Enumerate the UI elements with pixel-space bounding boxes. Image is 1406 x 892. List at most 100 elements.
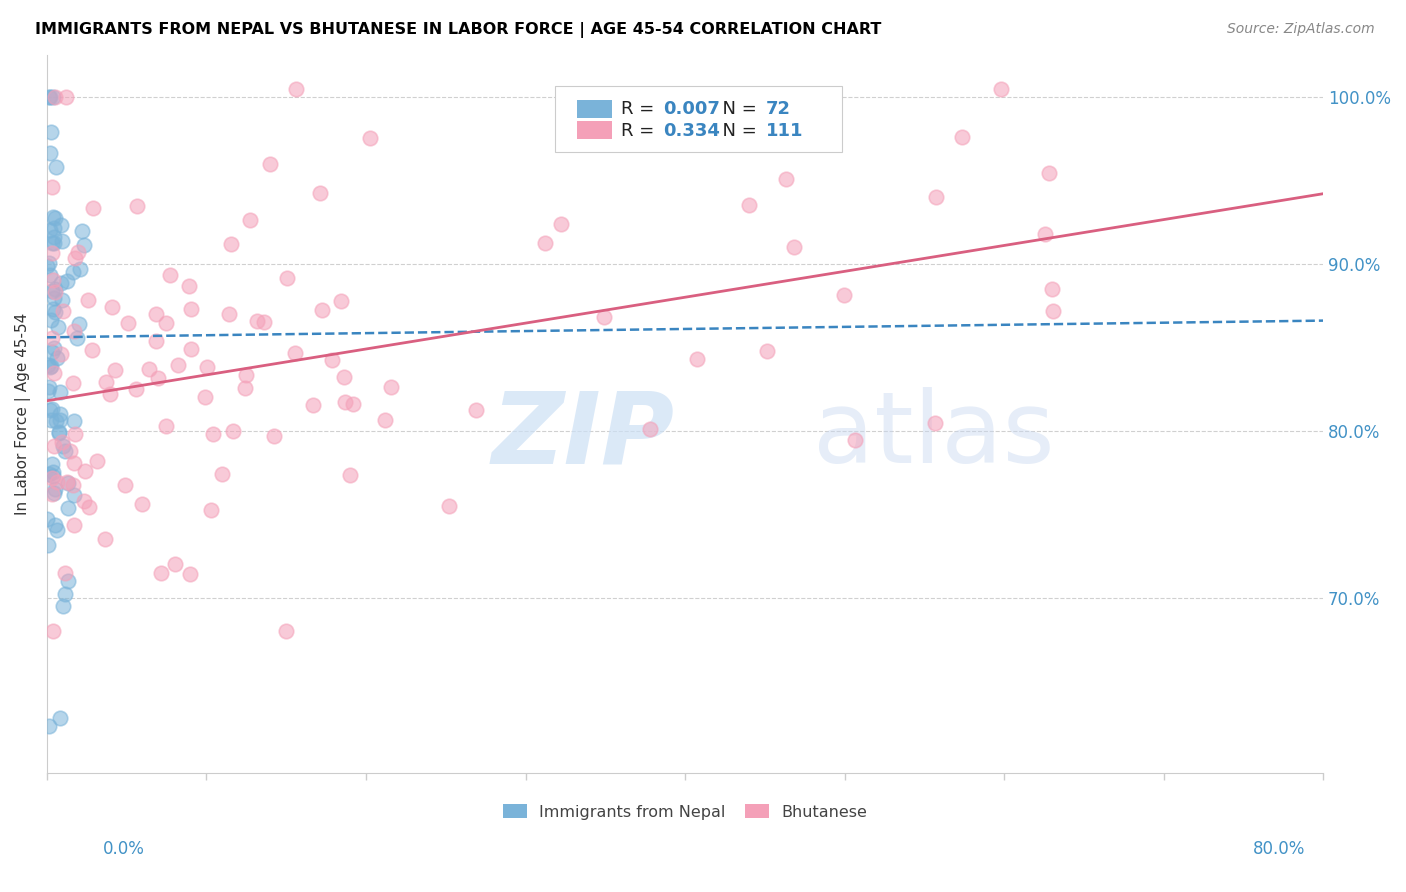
Point (66, 244, 89, 259)
Point (42, 624, 65, 639)
Text: R =: R = (621, 100, 661, 118)
Point (1038, 166, 1060, 180)
Point (925, 190, 948, 204)
Point (44, 482, 66, 496)
Point (53, 444, 76, 458)
Point (51, 435, 73, 450)
Point (259, 156, 281, 170)
Text: 111: 111 (765, 121, 803, 139)
Point (56, 476, 79, 491)
Point (42, 291, 65, 305)
Point (550, 217, 572, 231)
Point (44, 517, 66, 532)
Point (37, 384, 59, 398)
Text: 0.007: 0.007 (664, 100, 720, 118)
Point (41, 236, 63, 251)
Point (167, 359, 190, 373)
Point (37, 538, 59, 552)
Point (332, 369, 354, 384)
Point (86, 453, 108, 467)
Point (51, 347, 73, 361)
Point (117, 316, 139, 330)
Point (42, 301, 65, 316)
Point (37, 358, 59, 372)
Point (49, 413, 72, 427)
Point (195, 359, 218, 374)
FancyBboxPatch shape (576, 121, 613, 139)
Point (63, 427, 86, 442)
Point (45, 160, 67, 174)
Point (52, 599, 75, 614)
Point (39, 312, 62, 326)
Point (73, 238, 96, 252)
Point (38, 145, 60, 160)
Point (38, 719, 60, 733)
Point (55, 90, 77, 104)
Point (37, 511, 59, 525)
Point (42, 235, 65, 250)
Point (48, 385, 70, 400)
Point (235, 368, 257, 383)
Point (38, 467, 60, 481)
Point (42, 486, 65, 500)
Point (832, 287, 855, 301)
Point (67, 318, 90, 332)
Point (39, 268, 62, 283)
Point (39, 403, 62, 417)
Point (44, 211, 66, 226)
Text: 80.0%: 80.0% (1253, 840, 1305, 858)
Point (42, 210, 65, 224)
Point (321, 352, 343, 367)
Point (38, 380, 60, 394)
Text: ZIP: ZIP (492, 387, 675, 484)
Y-axis label: In Labor Force | Age 45-54: In Labor Force | Age 45-54 (15, 313, 31, 516)
Point (42, 465, 65, 479)
Point (51, 234, 73, 248)
Point (145, 334, 167, 348)
Point (145, 307, 167, 321)
Point (380, 379, 402, 393)
Point (844, 434, 866, 448)
Point (125, 199, 148, 213)
Point (65, 251, 87, 265)
Text: 0.334: 0.334 (664, 121, 720, 139)
Point (359, 130, 381, 145)
Point (104, 362, 127, 376)
Text: R =: R = (621, 121, 661, 139)
Point (39, 359, 62, 374)
Point (48, 426, 70, 441)
Point (42, 230, 65, 244)
Point (62, 488, 84, 502)
Point (222, 424, 245, 438)
Point (38, 222, 60, 236)
Point (56, 574, 79, 588)
Legend: Immigrants from Nepal, Bhutanese: Immigrants from Nepal, Bhutanese (496, 797, 875, 826)
Point (180, 301, 202, 316)
Point (41, 331, 63, 345)
Point (62, 477, 84, 491)
Point (39, 90, 62, 104)
Point (284, 346, 307, 360)
Point (48, 425, 70, 439)
Point (42, 273, 65, 287)
Point (41, 285, 63, 299)
Point (1040, 282, 1063, 296)
Point (73, 494, 96, 508)
Point (62, 415, 84, 429)
Text: Source: ZipAtlas.com: Source: ZipAtlas.com (1227, 22, 1375, 37)
Point (655, 87, 678, 102)
Point (159, 268, 181, 282)
Point (311, 303, 333, 318)
Point (82, 201, 104, 215)
Point (756, 343, 779, 358)
Point (44, 304, 66, 318)
Point (200, 503, 222, 517)
Point (94, 375, 117, 389)
Point (333, 395, 356, 409)
Point (202, 427, 225, 442)
Point (38, 360, 60, 375)
Point (155, 419, 177, 434)
Point (263, 428, 285, 442)
Point (45, 414, 67, 428)
Point (221, 237, 243, 252)
